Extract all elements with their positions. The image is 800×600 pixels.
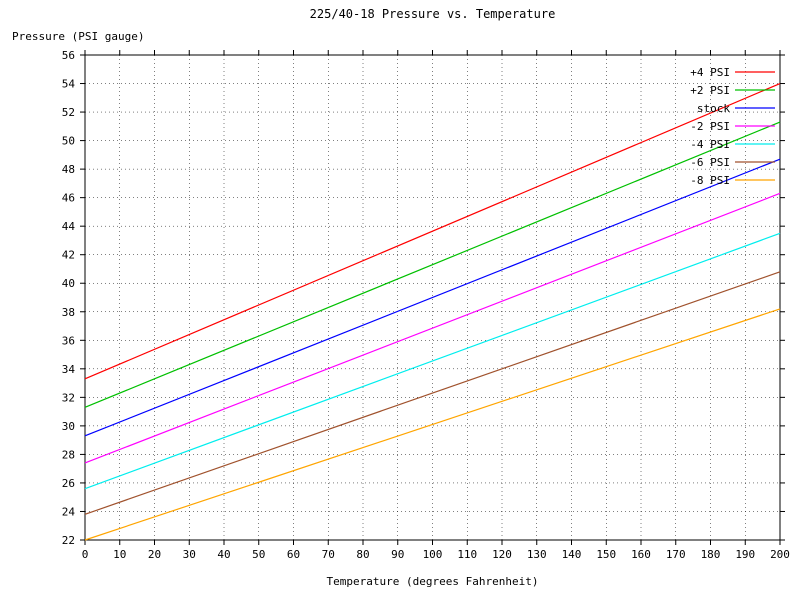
legend-label: +2 PSI <box>690 84 730 97</box>
y-tick-label: 38 <box>62 306 75 319</box>
x-tick-label: 90 <box>391 548 404 561</box>
y-axis-label: Pressure (PSI gauge) <box>12 30 144 43</box>
legend-label: -4 PSI <box>690 138 730 151</box>
y-tick-label: 56 <box>62 49 75 62</box>
x-tick-label: 190 <box>735 548 755 561</box>
x-tick-label: 20 <box>148 548 161 561</box>
x-tick-label: 60 <box>287 548 300 561</box>
y-tick-label: 36 <box>62 334 75 347</box>
x-tick-label: 10 <box>113 548 126 561</box>
x-tick-label: 80 <box>356 548 369 561</box>
x-tick-label: 160 <box>631 548 651 561</box>
legend-label: +4 PSI <box>690 66 730 79</box>
x-tick-label: 140 <box>562 548 582 561</box>
legend-label: -6 PSI <box>690 156 730 169</box>
y-tick-label: 34 <box>62 363 76 376</box>
x-tick-label: 70 <box>322 548 335 561</box>
y-tick-label: 50 <box>62 135 75 148</box>
x-tick-label: 170 <box>666 548 686 561</box>
chart-title: 225/40-18 Pressure vs. Temperature <box>310 7 556 21</box>
x-tick-label: 40 <box>217 548 230 561</box>
y-tick-label: 42 <box>62 249 75 262</box>
x-tick-label: 200 <box>770 548 790 561</box>
y-tick-label: 32 <box>62 391 75 404</box>
pressure-temperature-chart: 0 10 20 30 40 50 60 70 80 90 100 110 120 130 140 150 160… <box>0 0 800 600</box>
legend-label: stock <box>697 102 730 115</box>
x-tick-label: 150 <box>596 548 616 561</box>
x-tick-label: 130 <box>527 548 547 561</box>
y-tick-label: 52 <box>62 106 75 119</box>
x-tick-label: 0 <box>82 548 89 561</box>
x-tick-label: 50 <box>252 548 265 561</box>
y-tick-label: 30 <box>62 420 75 433</box>
y-tick-label: 24 <box>62 505 76 518</box>
legend-label: -8 PSI <box>690 174 730 187</box>
legend-label: -2 PSI <box>690 120 730 133</box>
y-tick-label: 22 <box>62 534 75 547</box>
y-tick-label: 28 <box>62 448 75 461</box>
x-tick-label: 180 <box>701 548 721 561</box>
y-tick-label: 46 <box>62 192 75 205</box>
y-tick-label: 54 <box>62 78 76 91</box>
y-tick-label: 44 <box>62 220 76 233</box>
y-tick-label: 40 <box>62 277 75 290</box>
x-tick-label: 120 <box>492 548 512 561</box>
x-tick-label: 30 <box>183 548 196 561</box>
x-axis-label: Temperature (degrees Fahrenheit) <box>327 575 539 588</box>
y-tick-label: 48 <box>62 163 75 176</box>
x-tick-label: 110 <box>457 548 477 561</box>
chart-container: 0 10 20 30 40 50 60 70 80 90 100 110 120 130 140 150 160… <box>0 0 800 600</box>
y-tick-label: 26 <box>62 477 75 490</box>
x-tick-label: 100 <box>423 548 443 561</box>
